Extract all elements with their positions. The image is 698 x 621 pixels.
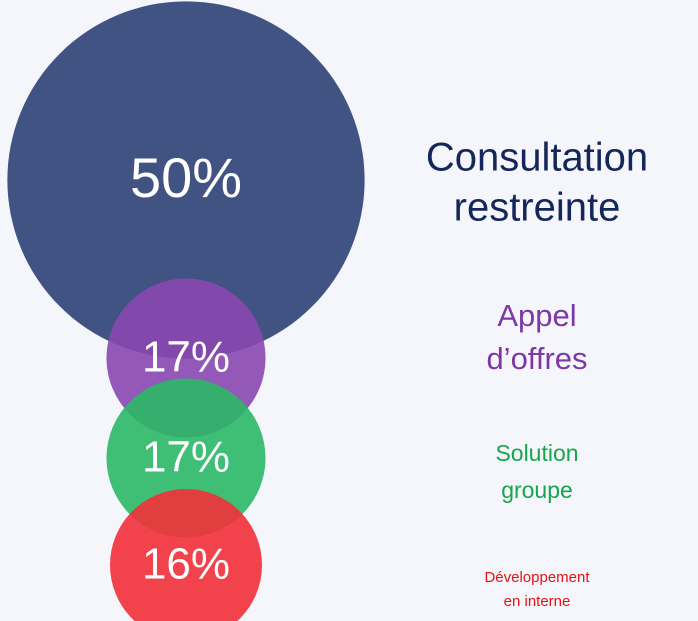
bubble <box>110 489 262 621</box>
category-label: Appel <box>497 298 576 333</box>
value-label: 50% <box>130 146 242 209</box>
bubble <box>106 378 266 538</box>
category-label: restreinte <box>454 186 621 230</box>
category-label: Solution <box>495 440 578 466</box>
category-label: Développement <box>484 569 590 586</box>
value-label: 17% <box>142 433 230 482</box>
category-label: Consultation <box>426 136 648 180</box>
value-label: 16% <box>142 540 230 589</box>
category-label: d’offres <box>486 341 587 376</box>
category-label: groupe <box>501 477 573 503</box>
bubble <box>7 1 365 359</box>
category-label: en interne <box>504 593 571 610</box>
value-label: 17% <box>142 333 230 382</box>
